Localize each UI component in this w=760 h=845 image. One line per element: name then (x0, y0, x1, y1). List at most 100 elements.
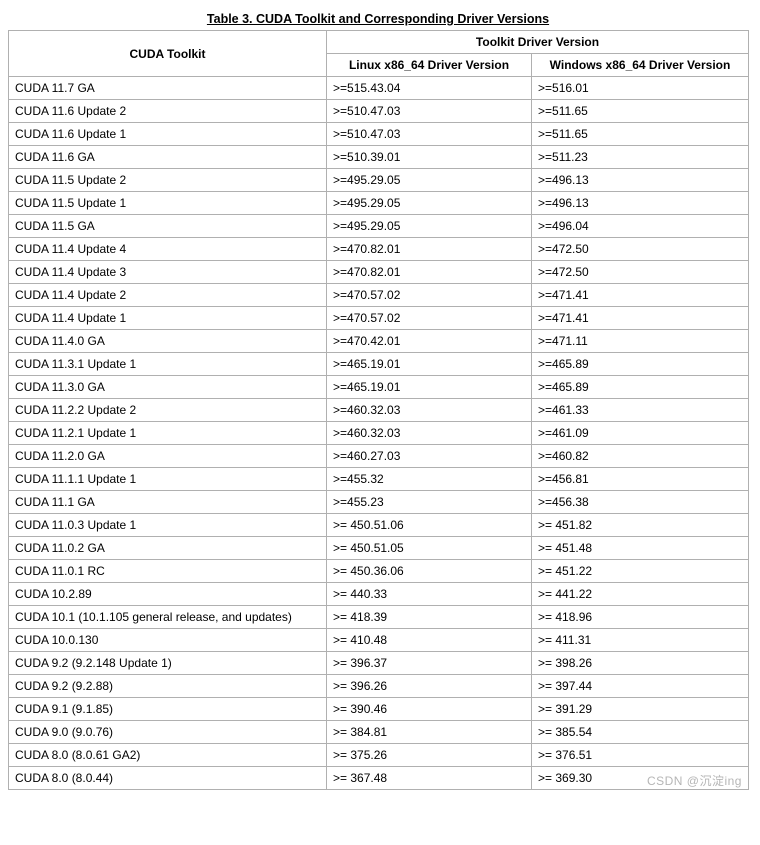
cell-windows-driver: >=472.50 (532, 238, 749, 261)
col-header-toolkit: CUDA Toolkit (9, 31, 327, 77)
cell-linux-driver: >=495.29.05 (327, 215, 532, 238)
table-row: CUDA 10.1 (10.1.105 general release, and… (9, 606, 749, 629)
table-row: CUDA 11.5 Update 1>=495.29.05>=496.13 (9, 192, 749, 215)
cell-toolkit: CUDA 11.3.1 Update 1 (9, 353, 327, 376)
cell-toolkit: CUDA 9.0 (9.0.76) (9, 721, 327, 744)
cell-linux-driver: >=465.19.01 (327, 353, 532, 376)
cell-windows-driver: >=511.65 (532, 100, 749, 123)
cell-toolkit: CUDA 9.1 (9.1.85) (9, 698, 327, 721)
cell-toolkit: CUDA 9.2 (9.2.88) (9, 675, 327, 698)
cell-windows-driver: >= 441.22 (532, 583, 749, 606)
cell-windows-driver: >=511.65 (532, 123, 749, 146)
cell-windows-driver: >= 451.48 (532, 537, 749, 560)
cell-toolkit: CUDA 11.2.0 GA (9, 445, 327, 468)
cell-windows-driver: >=511.23 (532, 146, 749, 169)
cell-linux-driver: >=455.23 (327, 491, 532, 514)
cell-toolkit: CUDA 10.0.130 (9, 629, 327, 652)
cell-linux-driver: >=465.19.01 (327, 376, 532, 399)
cell-windows-driver: >=472.50 (532, 261, 749, 284)
cell-linux-driver: >=460.27.03 (327, 445, 532, 468)
table-row: CUDA 11.6 GA>=510.39.01>=511.23 (9, 146, 749, 169)
cell-linux-driver: >= 450.51.05 (327, 537, 532, 560)
cell-windows-driver: >=461.09 (532, 422, 749, 445)
cell-toolkit: CUDA 11.0.3 Update 1 (9, 514, 327, 537)
table-row: CUDA 11.6 Update 2>=510.47.03>=511.65 (9, 100, 749, 123)
table-row: CUDA 11.2.0 GA>=460.27.03>=460.82 (9, 445, 749, 468)
cell-toolkit: CUDA 11.4 Update 1 (9, 307, 327, 330)
cell-toolkit: CUDA 11.5 Update 1 (9, 192, 327, 215)
cell-toolkit: CUDA 11.1.1 Update 1 (9, 468, 327, 491)
cell-toolkit: CUDA 11.4.0 GA (9, 330, 327, 353)
cell-toolkit: CUDA 11.2.2 Update 2 (9, 399, 327, 422)
cuda-driver-table: CUDA Toolkit Toolkit Driver Version Linu… (8, 30, 749, 790)
cell-windows-driver: >= 451.82 (532, 514, 749, 537)
table-row: CUDA 11.0.2 GA>= 450.51.05>= 451.48 (9, 537, 749, 560)
cell-toolkit: CUDA 11.6 Update 2 (9, 100, 327, 123)
col-header-linux: Linux x86_64 Driver Version (327, 54, 532, 77)
table-row: CUDA 11.3.0 GA>=465.19.01>=465.89 (9, 376, 749, 399)
cell-toolkit: CUDA 11.0.1 RC (9, 560, 327, 583)
cell-toolkit: CUDA 11.0.2 GA (9, 537, 327, 560)
cell-windows-driver: >=496.13 (532, 192, 749, 215)
cell-windows-driver: >= 418.96 (532, 606, 749, 629)
table-row: CUDA 11.5 Update 2>=495.29.05>=496.13 (9, 169, 749, 192)
cell-linux-driver: >= 390.46 (327, 698, 532, 721)
table-row: CUDA 11.2.1 Update 1>=460.32.03>=461.09 (9, 422, 749, 445)
cell-windows-driver: >=456.81 (532, 468, 749, 491)
cell-linux-driver: >=510.47.03 (327, 123, 532, 146)
cell-linux-driver: >=510.39.01 (327, 146, 532, 169)
cell-windows-driver: >=460.82 (532, 445, 749, 468)
cell-windows-driver: >=471.11 (532, 330, 749, 353)
cell-linux-driver: >=460.32.03 (327, 422, 532, 445)
table-row: CUDA 11.4 Update 1>=470.57.02>=471.41 (9, 307, 749, 330)
cell-linux-driver: >= 440.33 (327, 583, 532, 606)
table-caption: Table 3. CUDA Toolkit and Corresponding … (8, 8, 748, 30)
cell-toolkit: CUDA 11.2.1 Update 1 (9, 422, 327, 445)
cell-toolkit: CUDA 11.6 GA (9, 146, 327, 169)
table-row: CUDA 11.3.1 Update 1>=465.19.01>=465.89 (9, 353, 749, 376)
cell-toolkit: CUDA 9.2 (9.2.148 Update 1) (9, 652, 327, 675)
table-body: CUDA 11.7 GA>=515.43.04>=516.01CUDA 11.6… (9, 77, 749, 790)
table-row: CUDA 9.1 (9.1.85)>= 390.46>= 391.29 (9, 698, 749, 721)
cell-toolkit: CUDA 11.6 Update 1 (9, 123, 327, 146)
cell-windows-driver: >=496.04 (532, 215, 749, 238)
table-row: CUDA 8.0 (8.0.44)>= 367.48>= 369.30 (9, 767, 749, 790)
cell-linux-driver: >= 396.37 (327, 652, 532, 675)
cell-windows-driver: >= 411.31 (532, 629, 749, 652)
cell-toolkit: CUDA 11.3.0 GA (9, 376, 327, 399)
cell-toolkit: CUDA 11.4 Update 3 (9, 261, 327, 284)
table-head: CUDA Toolkit Toolkit Driver Version Linu… (9, 31, 749, 77)
cell-windows-driver: >=465.89 (532, 353, 749, 376)
cell-linux-driver: >=515.43.04 (327, 77, 532, 100)
table-row: CUDA 11.1.1 Update 1>=455.32>=456.81 (9, 468, 749, 491)
cell-toolkit: CUDA 11.5 GA (9, 215, 327, 238)
cell-toolkit: CUDA 11.1 GA (9, 491, 327, 514)
cell-linux-driver: >=455.32 (327, 468, 532, 491)
table-row: CUDA 9.2 (9.2.88)>= 396.26>= 397.44 (9, 675, 749, 698)
cell-windows-driver: >=471.41 (532, 307, 749, 330)
table-row: CUDA 11.6 Update 1>=510.47.03>=511.65 (9, 123, 749, 146)
cell-windows-driver: >= 397.44 (532, 675, 749, 698)
table-row: CUDA 11.0.3 Update 1>= 450.51.06>= 451.8… (9, 514, 749, 537)
cell-toolkit: CUDA 11.4 Update 4 (9, 238, 327, 261)
cell-windows-driver: >=496.13 (532, 169, 749, 192)
cell-linux-driver: >=470.42.01 (327, 330, 532, 353)
cell-linux-driver: >= 450.51.06 (327, 514, 532, 537)
cell-toolkit: CUDA 10.1 (10.1.105 general release, and… (9, 606, 327, 629)
cell-windows-driver: >= 376.51 (532, 744, 749, 767)
cell-linux-driver: >= 384.81 (327, 721, 532, 744)
cell-toolkit: CUDA 8.0 (8.0.44) (9, 767, 327, 790)
table-row: CUDA 10.0.130>= 410.48>= 411.31 (9, 629, 749, 652)
table-row: CUDA 11.7 GA>=515.43.04>=516.01 (9, 77, 749, 100)
cell-linux-driver: >= 450.36.06 (327, 560, 532, 583)
cell-linux-driver: >= 418.39 (327, 606, 532, 629)
cell-toolkit: CUDA 11.4 Update 2 (9, 284, 327, 307)
cell-windows-driver: >= 391.29 (532, 698, 749, 721)
table-row: CUDA 11.4.0 GA>=470.42.01>=471.11 (9, 330, 749, 353)
cell-linux-driver: >=495.29.05 (327, 169, 532, 192)
cell-toolkit: CUDA 11.7 GA (9, 77, 327, 100)
table-row: CUDA 11.1 GA>=455.23>=456.38 (9, 491, 749, 514)
table-row: CUDA 11.4 Update 3>=470.82.01>=472.50 (9, 261, 749, 284)
cell-linux-driver: >= 410.48 (327, 629, 532, 652)
cell-windows-driver: >= 369.30 (532, 767, 749, 790)
